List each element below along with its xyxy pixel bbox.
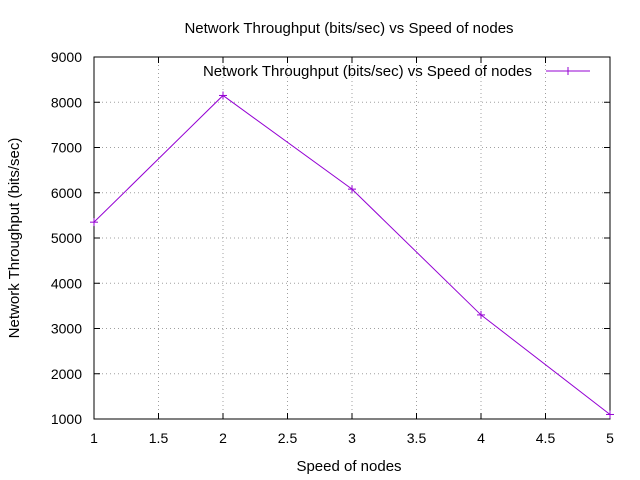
y-tick-label: 9000 — [51, 49, 82, 65]
grid — [94, 57, 610, 419]
data-point-marker — [606, 410, 614, 419]
y-axis-ticks: 1000 2000 3000 4000 5000 6000 7000 8000 9000 — [51, 49, 610, 427]
legend: Network Throughput (bits/sec) vs Speed o… — [203, 63, 590, 80]
x-axis-label: Speed of nodes — [296, 458, 401, 475]
y-tick-label: 7000 — [51, 140, 82, 156]
series-line — [93, 94, 611, 415]
chart-title: Network Throughput (bits/sec) vs Speed o… — [184, 20, 513, 37]
x-tick-label: 4 — [477, 430, 485, 446]
y-tick-label: 1000 — [51, 411, 82, 427]
y-tick-label: 3000 — [51, 321, 82, 337]
y-axis-label: Network Throughput (bits/sec) — [6, 138, 23, 339]
plot-area-frame — [93, 56, 611, 420]
x-tick-label: 5 — [606, 430, 614, 446]
y-tick-label: 6000 — [51, 185, 82, 201]
series-layer — [90, 91, 614, 419]
y-tick-label: 4000 — [51, 275, 82, 291]
x-tick-label: 1.5 — [149, 430, 169, 446]
data-point-marker — [477, 310, 485, 319]
x-tick-label: 3 — [348, 430, 356, 446]
legend-marker-plus — [564, 67, 572, 75]
y-tick-label: 8000 — [51, 94, 82, 110]
x-tick-label: 2.5 — [278, 430, 298, 446]
data-point-marker — [348, 185, 356, 194]
x-axis-ticks: 1 1.5 2 2.5 3 3.5 4 4.5 5 — [90, 57, 614, 446]
legend-marker — [564, 67, 572, 75]
y-tick-label: 5000 — [51, 230, 82, 246]
data-point-marker — [219, 91, 227, 100]
x-tick-label: 2 — [219, 430, 227, 446]
x-tick-label: 1 — [90, 430, 98, 446]
x-tick-label: 4.5 — [536, 430, 556, 446]
legend-label: Network Throughput (bits/sec) vs Speed o… — [203, 63, 532, 80]
data-point-marker — [90, 218, 98, 227]
x-tick-label: 3.5 — [407, 430, 427, 446]
y-tick-label: 2000 — [51, 366, 82, 382]
